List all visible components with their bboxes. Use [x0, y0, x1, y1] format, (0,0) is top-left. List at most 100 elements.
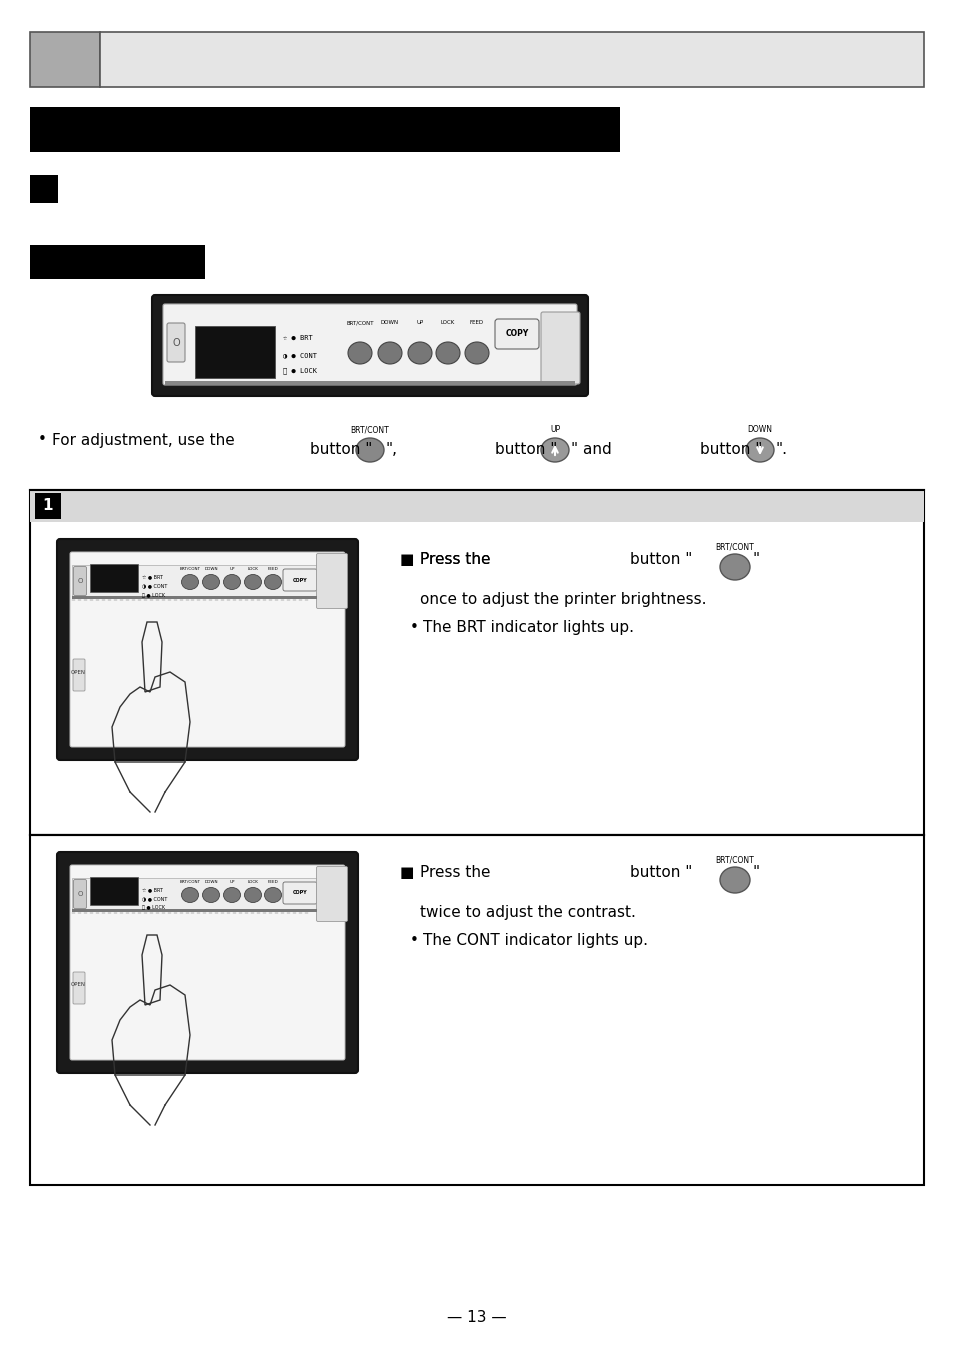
Text: DOWN: DOWN — [204, 880, 217, 884]
FancyBboxPatch shape — [316, 553, 347, 608]
Text: BRT/CONT: BRT/CONT — [715, 542, 754, 552]
Text: COPY: COPY — [293, 891, 307, 895]
Ellipse shape — [223, 575, 240, 589]
Text: UP: UP — [229, 566, 234, 571]
Text: ".: ". — [775, 442, 787, 457]
Text: Ο: Ο — [77, 891, 83, 896]
Text: DOWN: DOWN — [204, 566, 217, 571]
FancyBboxPatch shape — [163, 304, 577, 385]
Text: BRT/CONT: BRT/CONT — [179, 566, 200, 571]
Text: LOCK: LOCK — [440, 320, 455, 326]
Bar — [30, 174, 58, 203]
FancyBboxPatch shape — [73, 566, 87, 595]
Text: FEED: FEED — [268, 566, 278, 571]
Text: •: • — [410, 933, 418, 948]
Text: ☆ ● BRT: ☆ ● BRT — [142, 575, 163, 580]
Ellipse shape — [745, 438, 773, 462]
Bar — [30, 245, 205, 279]
Bar — [30, 107, 619, 151]
Text: UP: UP — [416, 320, 423, 326]
FancyBboxPatch shape — [152, 295, 587, 396]
Text: COPY: COPY — [293, 577, 307, 583]
Bar — [30, 489, 923, 522]
Text: DOWN: DOWN — [380, 320, 398, 326]
Bar — [165, 381, 575, 385]
Text: Ο: Ο — [172, 338, 179, 347]
Bar — [71, 596, 316, 599]
Text: ■: ■ — [399, 865, 414, 880]
Ellipse shape — [264, 887, 281, 903]
Text: — 13 —: — 13 — — [447, 1310, 506, 1325]
Bar — [30, 489, 923, 836]
Ellipse shape — [436, 342, 459, 364]
Text: 🔒 ● LOCK: 🔒 ● LOCK — [142, 906, 165, 910]
Ellipse shape — [181, 887, 198, 903]
Ellipse shape — [355, 438, 384, 462]
Text: ☆ ● BRT: ☆ ● BRT — [283, 335, 313, 341]
Ellipse shape — [377, 342, 401, 364]
Text: ◑ ● CONT: ◑ ● CONT — [142, 896, 167, 902]
Text: button ": button " — [495, 442, 557, 457]
Ellipse shape — [181, 575, 198, 589]
Text: OPEN: OPEN — [71, 983, 86, 987]
Text: FEED: FEED — [470, 320, 483, 326]
Text: button ": button " — [629, 552, 692, 566]
Bar — [71, 565, 343, 598]
Text: button ": button " — [310, 442, 372, 457]
FancyBboxPatch shape — [73, 880, 87, 909]
Text: Press the: Press the — [419, 865, 490, 880]
FancyBboxPatch shape — [70, 552, 345, 748]
Bar — [71, 877, 343, 910]
Ellipse shape — [202, 575, 219, 589]
FancyBboxPatch shape — [57, 852, 357, 1073]
Text: ■: ■ — [399, 552, 414, 566]
Text: OPEN: OPEN — [71, 669, 86, 675]
Bar — [90, 877, 138, 904]
Text: ": " — [752, 865, 760, 880]
Text: 🔒 ● LOCK: 🔒 ● LOCK — [142, 592, 165, 598]
Text: UP: UP — [549, 426, 559, 434]
Text: ◑ ● CONT: ◑ ● CONT — [142, 584, 167, 588]
Text: 1: 1 — [43, 499, 53, 514]
Text: BRT/CONT: BRT/CONT — [346, 320, 374, 326]
Ellipse shape — [244, 575, 261, 589]
FancyBboxPatch shape — [283, 569, 316, 591]
Bar — [194, 326, 274, 379]
Text: button ": button " — [629, 865, 692, 880]
Text: FEED: FEED — [268, 880, 278, 884]
Bar — [100, 32, 923, 87]
FancyBboxPatch shape — [167, 323, 185, 362]
Ellipse shape — [244, 887, 261, 903]
Ellipse shape — [202, 887, 219, 903]
Bar — [30, 32, 100, 87]
Text: •: • — [410, 621, 418, 635]
Ellipse shape — [464, 342, 489, 364]
Text: BRT/CONT: BRT/CONT — [179, 880, 200, 884]
Text: The BRT indicator lights up.: The BRT indicator lights up. — [422, 621, 634, 635]
Ellipse shape — [720, 867, 749, 894]
Text: UP: UP — [229, 880, 234, 884]
Text: twice to adjust the contrast.: twice to adjust the contrast. — [419, 904, 636, 919]
Ellipse shape — [264, 575, 281, 589]
Bar — [35, 493, 61, 519]
Text: once to adjust the printer brightness.: once to adjust the printer brightness. — [419, 592, 706, 607]
Text: For adjustment, use the: For adjustment, use the — [52, 433, 234, 448]
FancyBboxPatch shape — [70, 865, 345, 1060]
Text: button ": button " — [700, 442, 761, 457]
Text: LOCK: LOCK — [247, 880, 258, 884]
Text: Press the: Press the — [419, 552, 490, 566]
Text: BRT/CONT: BRT/CONT — [351, 426, 389, 434]
Text: ☆ ● BRT: ☆ ● BRT — [142, 887, 163, 892]
FancyBboxPatch shape — [283, 882, 316, 904]
FancyBboxPatch shape — [316, 867, 347, 922]
Ellipse shape — [408, 342, 432, 364]
Text: BRT/CONT: BRT/CONT — [715, 856, 754, 864]
FancyBboxPatch shape — [73, 972, 85, 1005]
Bar — [71, 909, 316, 913]
Text: •: • — [38, 433, 47, 448]
Text: DOWN: DOWN — [747, 426, 772, 434]
Text: ◑ ● CONT: ◑ ● CONT — [283, 352, 316, 358]
Bar — [90, 564, 138, 592]
Bar — [30, 836, 923, 1184]
FancyBboxPatch shape — [495, 319, 538, 349]
